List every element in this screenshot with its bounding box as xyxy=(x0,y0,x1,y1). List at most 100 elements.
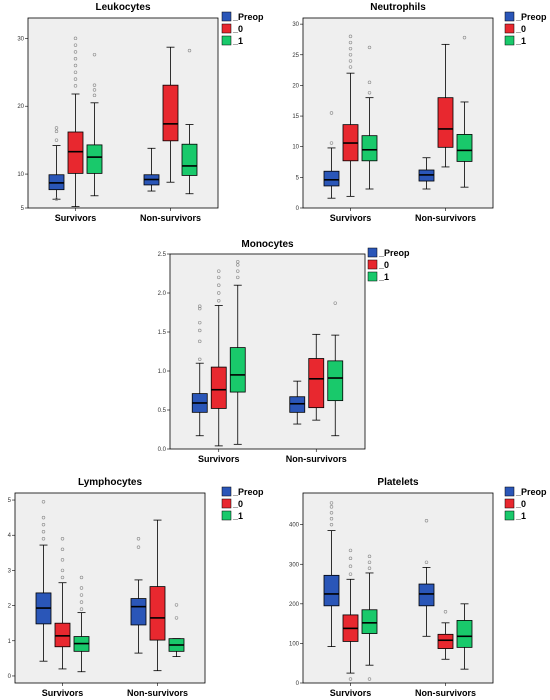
outlier-point xyxy=(92,88,97,92)
outlier-point xyxy=(367,45,372,50)
category-label: Survivors xyxy=(330,688,372,698)
outlier-point xyxy=(41,537,46,541)
box xyxy=(323,170,340,187)
outlier-point xyxy=(198,306,202,311)
legend-label: _1 xyxy=(232,511,243,521)
y-tick-label: 0.0 xyxy=(158,447,167,453)
y-tick-label: 200 xyxy=(289,602,300,608)
outlier-point xyxy=(41,530,46,534)
outlier-point xyxy=(60,575,65,580)
outlier-point xyxy=(92,93,97,98)
box xyxy=(149,586,166,641)
chart-lymphocytes: Lymphocytes 0 1 2 3 4 5 Survivors Non-survivors _… xyxy=(8,477,264,698)
box xyxy=(437,97,454,148)
outlier-point xyxy=(217,269,221,273)
y-tick-label: 5 xyxy=(8,498,12,504)
outlier-point xyxy=(54,138,59,142)
outlier-point xyxy=(348,677,353,681)
outlier-point xyxy=(217,299,221,303)
category-label: Survivors xyxy=(55,213,97,223)
outlier-point xyxy=(348,548,353,553)
box xyxy=(229,347,246,393)
outlier-point xyxy=(333,301,337,305)
legend-swatch xyxy=(221,35,232,46)
outlier-point xyxy=(60,537,65,541)
outlier-point xyxy=(367,560,372,564)
outlier-point xyxy=(79,600,84,604)
legend-swatch xyxy=(367,247,378,258)
chart-platelets: Platelets 0 100 200 300 400 Survivors Non-survi… xyxy=(289,477,547,698)
legend-swatch xyxy=(367,271,378,282)
y-tick-label: 2.5 xyxy=(158,252,167,258)
outlier-point xyxy=(424,519,429,523)
outlier-point xyxy=(443,610,448,614)
legend-label: _1 xyxy=(378,272,389,282)
outlier-point xyxy=(198,328,202,333)
outlier-point xyxy=(54,129,59,134)
outlier-point xyxy=(79,607,84,611)
outlier-point xyxy=(73,43,78,47)
y-tick-label: 0 xyxy=(296,206,300,212)
box xyxy=(456,620,473,648)
box xyxy=(323,574,340,607)
outlier-point xyxy=(136,545,141,549)
outlier-point xyxy=(348,53,353,57)
box xyxy=(210,366,227,409)
outlier-point xyxy=(73,50,78,54)
box xyxy=(327,360,344,402)
outlier-point xyxy=(329,522,334,527)
category-label: Non-survivors xyxy=(415,688,476,698)
outlier-point xyxy=(367,80,372,85)
box xyxy=(361,609,378,634)
outlier-point xyxy=(198,357,202,362)
outlier-point xyxy=(329,501,334,505)
outlier-point xyxy=(198,304,202,308)
legend-swatch xyxy=(504,486,515,497)
y-tick-label: 300 xyxy=(289,562,300,568)
outlier-point xyxy=(92,83,97,87)
y-tick-label: 3 xyxy=(8,568,12,574)
legend-label: _Preop xyxy=(232,12,264,22)
legend-swatch xyxy=(504,23,515,34)
outlier-point xyxy=(367,566,372,570)
box xyxy=(361,135,378,162)
outlier-point xyxy=(348,46,353,51)
legend-label: _Preop xyxy=(378,248,410,258)
outlier-point xyxy=(367,554,372,559)
outlier-point xyxy=(348,65,353,69)
chart-leukocytes: Leukocytes 5 10 20 30 Survivors Non-survivors _… xyxy=(17,2,264,223)
box xyxy=(437,633,454,649)
box xyxy=(418,583,435,607)
outlier-point xyxy=(73,70,78,74)
outlier-point xyxy=(236,275,240,280)
y-tick-label: 5 xyxy=(296,175,300,181)
outlier-point xyxy=(348,34,353,39)
category-label: Non-survivors xyxy=(415,213,476,223)
outlier-point xyxy=(54,197,59,201)
y-tick-label: 1.0 xyxy=(158,369,167,375)
outlier-point xyxy=(329,505,334,509)
box xyxy=(162,84,179,142)
category-label: Non-survivors xyxy=(127,688,188,698)
y-tick-label: 10 xyxy=(292,145,299,151)
outlier-point xyxy=(348,40,353,45)
y-tick-label: 30 xyxy=(17,36,24,42)
plot-area xyxy=(169,253,366,450)
outlier-point xyxy=(60,568,65,573)
box xyxy=(181,143,198,176)
outlier-point xyxy=(60,547,65,551)
legend-swatch xyxy=(504,498,515,509)
y-tick-label: 5 xyxy=(21,206,25,212)
outlier-point xyxy=(348,59,353,63)
legend-swatch xyxy=(221,486,232,497)
box xyxy=(67,131,84,174)
outlier-point xyxy=(236,260,240,264)
category-label: Non-survivors xyxy=(286,454,347,464)
outlier-point xyxy=(73,57,78,61)
outlier-point xyxy=(187,48,192,53)
legend-swatch xyxy=(221,11,232,22)
outlier-point xyxy=(60,558,65,562)
category-label: Survivors xyxy=(198,454,240,464)
outlier-point xyxy=(329,111,334,115)
box xyxy=(86,144,103,174)
